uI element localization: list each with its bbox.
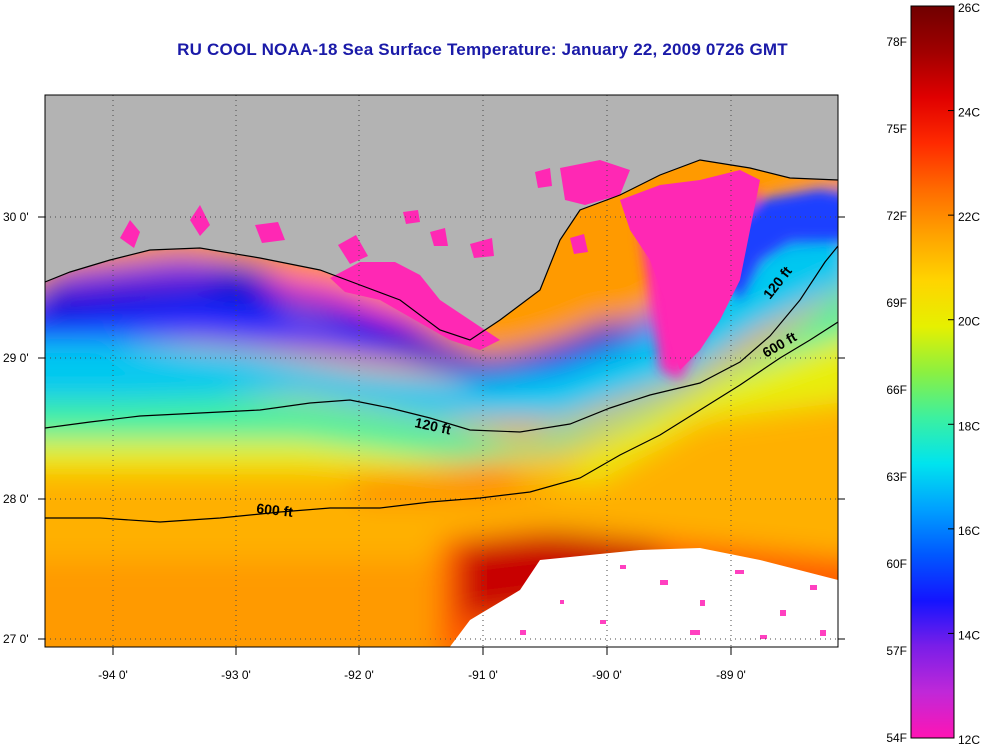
lon-label: -92 0' (344, 668, 374, 682)
isobath-contours (45, 159, 838, 523)
colorbar-c-label: 20C (958, 315, 980, 329)
colorbar-scale (910, 5, 955, 739)
lat-labels: 30 0' 29 0' 28 0' 27 0' (3, 210, 29, 646)
sst-field (45, 95, 838, 647)
colorbar-c-labels: 26C 24C 22C 20C 18C 16C 14C 12C (958, 1, 980, 747)
lat-label: 29 0' (3, 351, 29, 365)
colorbar-c-label: 12C (958, 733, 980, 747)
map-frame (44, 94, 839, 648)
map-title: RU COOL NOAA-18 Sea Surface Temperature:… (177, 40, 788, 59)
lake-pontchartrain (560, 160, 630, 205)
colorbar-f-label: 66F (886, 383, 907, 397)
colorbar-c-label: 24C (958, 106, 980, 120)
colorbar-c-label: 18C (958, 419, 980, 433)
lon-labels: -94 0' -93 0' -92 0' -91 0' -90 0' -89 0… (98, 668, 746, 682)
lon-label: -91 0' (468, 668, 498, 682)
lat-label: 30 0' (3, 210, 29, 224)
cloud-speckle (520, 565, 826, 639)
colorbar-f-label: 63F (886, 470, 907, 484)
coastal-marsh (330, 262, 500, 350)
isobath-label: 120 ft (413, 414, 452, 437)
colorbar-f-label: 78F (886, 35, 907, 49)
colorbar-f-label: 75F (886, 122, 907, 136)
colorbar-c-label: 22C (958, 210, 980, 224)
colorbar-f-labels: 78F 75F 72F 69F 66F 63F 60F 57F 54F (886, 35, 907, 745)
grid-lines (45, 95, 838, 647)
colorbar-f-label: 54F (886, 731, 907, 745)
colorbar: 78F 75F 72F 69F 66F 63F 60F 57F 54F 26C 24C 22C 20C… (886, 1, 980, 747)
lat-label: 28 0' (3, 492, 29, 506)
colorbar-c-label: 16C (958, 524, 980, 538)
lat-label: 27 0' (3, 632, 29, 646)
land-mass (45, 95, 838, 340)
colorbar-f-label: 60F (886, 557, 907, 571)
mississippi-delta (620, 170, 760, 370)
colorbar-c-label: 26C (958, 1, 980, 15)
tick-marks (38, 216, 845, 655)
lon-label: -90 0' (592, 668, 622, 682)
colorbar-f-label: 57F (886, 644, 907, 658)
colorbar-f-label: 72F (886, 209, 907, 223)
lon-label: -89 0' (716, 668, 746, 682)
colorbar-c-label: 14C (958, 628, 980, 642)
isobath-label: 600 ft (256, 500, 294, 520)
lon-label: -93 0' (221, 668, 251, 682)
colorbar-f-label: 69F (886, 296, 907, 310)
lon-label: -94 0' (98, 668, 128, 682)
